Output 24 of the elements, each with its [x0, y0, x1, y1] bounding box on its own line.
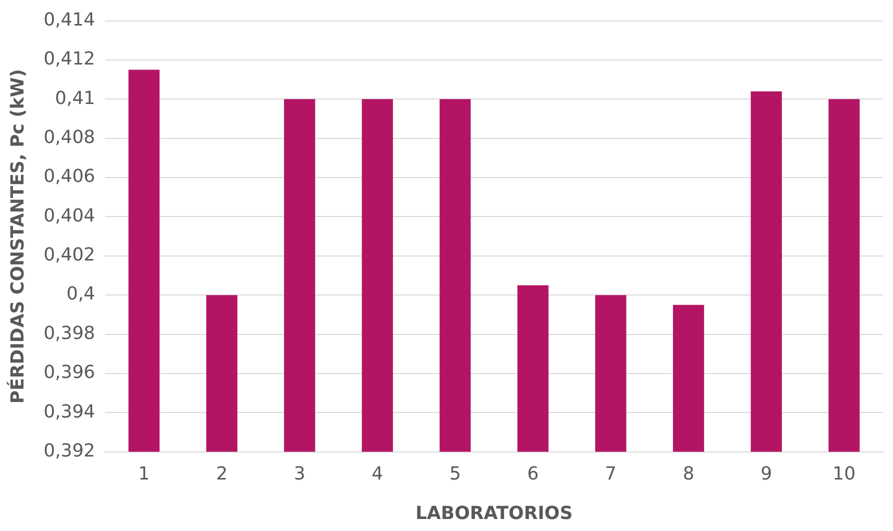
y-tick-label: 0,404 [44, 205, 96, 226]
y-tick-label: 0,398 [44, 322, 96, 344]
x-tick-label: 3 [294, 463, 306, 484]
y-tick-label: 0,414 [44, 9, 96, 30]
x-tick-label: 1 [138, 463, 150, 484]
y-tick-label: 0,412 [44, 48, 96, 70]
x-tick-label: 4 [372, 463, 384, 484]
y-tick-label: 0,406 [44, 166, 96, 188]
x-tick-label: 8 [682, 463, 694, 484]
y-tick-label: 0,4 [66, 284, 96, 305]
y-tick-label: 0,408 [44, 127, 96, 148]
y-tick-label: 0,392 [44, 440, 96, 462]
x-tick-label: 7 [605, 463, 616, 484]
x-tick-label: 5 [449, 463, 461, 484]
x-tick-label: 6 [527, 463, 539, 484]
x-axis-title: LABORATORIOS [415, 502, 573, 524]
y-tick-label: 0,394 [44, 401, 96, 422]
x-tick-label: 10 [832, 463, 856, 484]
y-axis-title: PÉRDIDAS CONSTANTES, Pc (kW) [6, 69, 28, 404]
x-tick-label: 9 [760, 463, 772, 484]
y-tick-label: 0,396 [44, 362, 96, 384]
y-tick-label: 0,41 [55, 88, 96, 109]
y-tick-label: 0,402 [44, 244, 96, 266]
x-tick-label: 2 [216, 463, 228, 484]
